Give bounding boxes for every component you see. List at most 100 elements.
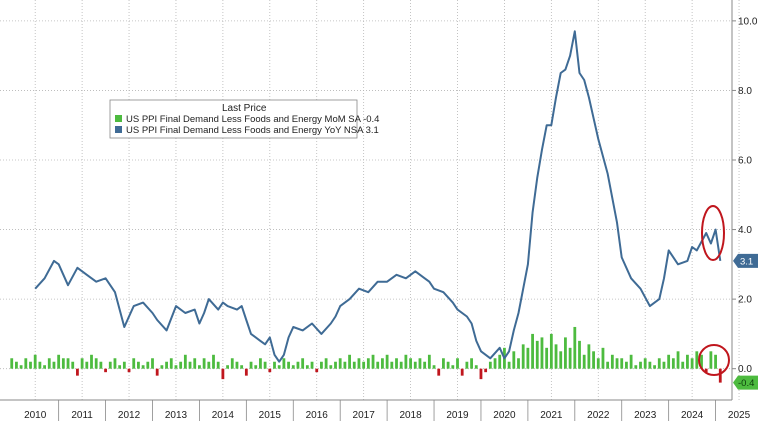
mom-bar — [29, 361, 32, 369]
x-tick-2023: 2023 — [634, 410, 657, 421]
mom-bar — [348, 354, 351, 369]
mom-bar — [395, 358, 398, 369]
x-tick-2021: 2021 — [540, 410, 563, 421]
mom-bar — [310, 361, 314, 369]
mom-bar — [629, 354, 633, 369]
y-tick-2.0: 2.0 — [738, 295, 752, 306]
mom-bar — [676, 351, 680, 369]
mom-bar — [287, 361, 290, 369]
mom-bar — [700, 354, 703, 369]
mom-bars — [10, 326, 722, 383]
mom-bar — [634, 365, 638, 369]
x-tick-2013: 2013 — [165, 410, 188, 421]
mom-bar — [596, 358, 600, 369]
mom-bar — [24, 358, 28, 369]
mom-bar — [671, 358, 675, 369]
mom-bar — [540, 337, 544, 369]
mom-bar — [437, 368, 441, 376]
mom-bar — [366, 358, 370, 369]
mom-bar — [85, 361, 89, 369]
mom-bar — [230, 358, 234, 369]
x-tick-2018: 2018 — [399, 410, 422, 421]
mom-callout-ring — [698, 344, 730, 376]
mom-bar — [653, 365, 656, 369]
mom-bar — [592, 351, 595, 369]
yoy-last-value-badge: 3.1 — [733, 253, 758, 268]
mom-bar — [320, 361, 323, 369]
mom-bar — [531, 333, 534, 369]
mom-bar — [127, 368, 131, 373]
mom-bar — [61, 358, 65, 369]
x-tick-2019: 2019 — [446, 410, 469, 421]
mom-bar — [80, 358, 84, 369]
mom-bar — [390, 361, 394, 369]
mom-bar — [226, 365, 229, 369]
mom-bar — [413, 361, 417, 369]
mom-bar — [207, 361, 211, 369]
mom-bar — [582, 354, 586, 369]
callouts — [698, 205, 730, 376]
legend-box — [109, 99, 358, 139]
y-tick-0.0: 0.0 — [738, 364, 752, 375]
mom-bar — [488, 361, 492, 369]
x-tick-2017: 2017 — [353, 410, 376, 421]
mom-bar — [507, 361, 511, 369]
x-tick-2011: 2011 — [71, 410, 93, 421]
mom-bar — [137, 361, 140, 369]
mom-bar — [587, 344, 591, 369]
grid-lines — [0, 0, 740, 421]
mom-bar — [19, 365, 23, 369]
mom-bar — [690, 358, 694, 369]
mom-bar — [90, 354, 93, 369]
mom-bar — [216, 361, 220, 369]
mom-bar — [681, 361, 685, 369]
x-tick-2022: 2022 — [587, 410, 610, 421]
legend-entry-yoy: US PPI Final Demand Less Foods and Energ… — [126, 125, 379, 136]
mom-bar — [202, 358, 206, 369]
x-tick-2020: 2020 — [493, 410, 516, 421]
mom-bar — [151, 358, 154, 369]
legend: Last Price US PPI Final Demand Less Food… — [109, 99, 379, 139]
mom-bar — [188, 361, 192, 369]
mom-bar — [686, 354, 689, 369]
mom-bar — [493, 358, 497, 369]
mom-bar — [132, 358, 136, 369]
yoy-badge-label: 3.1 — [740, 256, 753, 267]
mom-bar — [568, 347, 572, 369]
mom-bar — [657, 358, 661, 369]
mom-bar — [498, 354, 502, 369]
legend-entry-mom: US PPI Final Demand Less Foods and Energ… — [126, 114, 379, 125]
mom-bar — [385, 354, 389, 369]
x-tick-2024: 2024 — [681, 410, 704, 421]
mom-bar — [249, 361, 253, 369]
x-tick-labels: 2010 2011 2012 2013 2014 2015 2016 2017 2018 2019… — [24, 410, 751, 421]
mom-bar — [418, 358, 422, 369]
mom-bar — [160, 365, 164, 369]
mom-bar — [33, 354, 37, 369]
mom-bar — [198, 365, 201, 369]
mom-bar — [169, 358, 173, 369]
legend-title: Last Price — [222, 103, 267, 114]
mom-bar — [442, 358, 445, 369]
x-tick-2012: 2012 — [118, 410, 141, 421]
mom-bar — [141, 365, 145, 369]
mom-bar — [451, 365, 455, 369]
mom-bar — [470, 358, 473, 369]
mom-bar — [343, 361, 347, 369]
mom-bar — [291, 365, 295, 369]
mom-bar — [179, 361, 183, 369]
mom-bar — [338, 358, 342, 369]
mom-bar — [662, 361, 666, 369]
mom-bar — [554, 344, 558, 369]
mom-bar — [535, 340, 539, 369]
mom-bar — [221, 368, 225, 380]
mom-bar — [47, 358, 51, 369]
mom-bar — [66, 358, 70, 369]
mom-bar — [526, 347, 530, 369]
mom-bar — [240, 365, 244, 369]
mom-bar — [212, 354, 215, 369]
mom-bar — [714, 354, 717, 369]
mom-bar — [301, 358, 305, 369]
mom-bar — [606, 361, 610, 369]
